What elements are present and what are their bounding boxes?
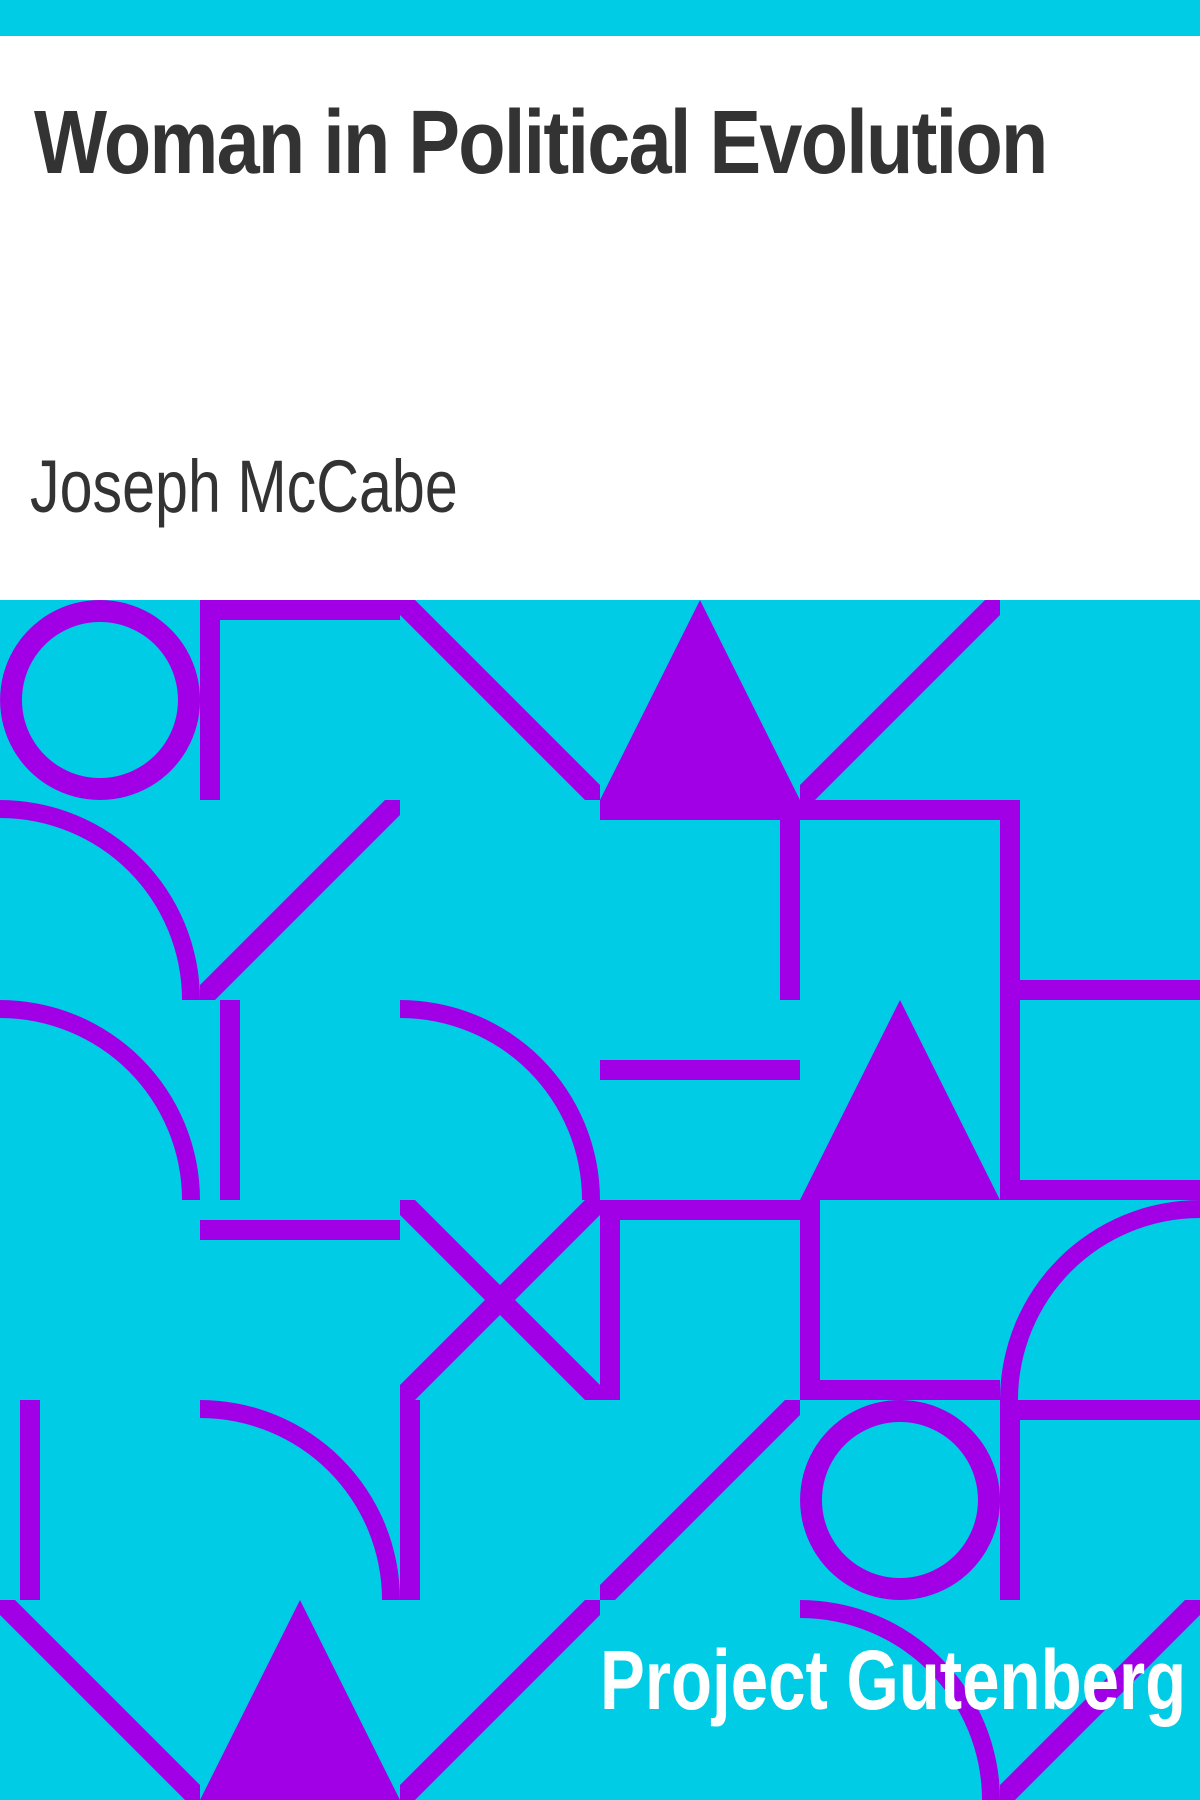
bar-shape — [1000, 800, 1020, 1000]
bar-shape — [1000, 1180, 1200, 1200]
bar-shape — [220, 1000, 240, 1200]
top-accent-bar — [0, 0, 1200, 36]
bar-shape — [1000, 980, 1200, 1000]
cross-shape — [400, 1200, 600, 1400]
bar-shape — [600, 1200, 620, 1400]
diagonal-shape — [800, 600, 1000, 800]
diagonal-shape — [400, 1600, 600, 1800]
bar-shape — [400, 1400, 420, 1600]
triangle-shape — [200, 1600, 400, 1800]
bar-shape — [1000, 1400, 1200, 1420]
diagonal-shape — [200, 800, 400, 1000]
diagonal-shape — [1000, 1600, 1200, 1800]
bar-shape — [200, 1220, 400, 1240]
bar-shape — [1000, 1000, 1020, 1200]
diagonal-shape — [600, 1400, 800, 1600]
bar-shape — [1000, 1400, 1020, 1600]
bar-shape — [800, 800, 1020, 820]
triangle-shape — [600, 600, 800, 800]
bar-shape — [800, 1380, 1000, 1400]
bar-shape — [600, 1060, 800, 1080]
bar-shape — [20, 1400, 40, 1600]
arc-shape — [400, 1000, 600, 1200]
diagonal-shape — [0, 1600, 200, 1800]
book-author: Joseph McCabe — [30, 445, 458, 528]
arc-shape — [0, 800, 200, 1000]
arc-shape — [800, 1600, 1000, 1800]
bar-shape — [200, 600, 400, 620]
bar-shape — [800, 1200, 820, 1400]
triangle-shape — [800, 1000, 1000, 1200]
pattern-shapes — [0, 600, 1200, 1800]
arc-shape — [0, 1000, 200, 1200]
bar-shape — [600, 1200, 800, 1220]
diagonal-shape — [385, 600, 600, 800]
cover-pattern — [0, 600, 1200, 1800]
arc-shape — [1000, 1200, 1200, 1400]
publisher-logo-text: Project Gutenberg — [600, 1633, 1187, 1727]
bar-shape — [600, 800, 800, 820]
book-title: Woman in Political Evolution — [34, 93, 1048, 193]
arc-shape — [200, 1400, 400, 1600]
bar-shape — [780, 800, 800, 1000]
bar-shape — [200, 600, 220, 800]
